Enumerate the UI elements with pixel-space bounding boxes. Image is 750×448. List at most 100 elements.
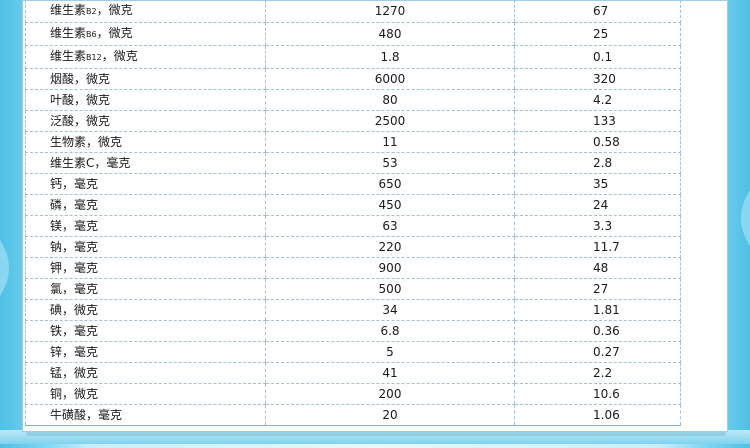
nutrient-name: 叶酸: [50, 93, 75, 107]
nutrient-name: 生物素: [50, 135, 87, 149]
nutrient-unit: ，微克: [62, 366, 99, 380]
nutrient-subscript: B2: [86, 7, 97, 16]
nutrient-name-cell: 磷，毫克: [25, 194, 266, 216]
table-row: 泛酸，微克 2500 133: [25, 110, 681, 132]
nutrient-name: 磷: [50, 198, 63, 212]
table-row: 锌，毫克 5 0.27: [25, 341, 681, 363]
amount-cell: 900: [265, 257, 515, 279]
table-row: 维生素C，毫克 53 2.8: [25, 152, 681, 174]
value-cell: 0.27: [514, 341, 681, 363]
nutrient-unit: ，微克: [62, 387, 99, 401]
bottom-decorative-band: [0, 430, 750, 444]
nutrient-unit: ，毫克: [62, 240, 99, 254]
nutrient-name-cell: 镁，毫克: [25, 215, 266, 237]
nutrient-unit: ，微克: [74, 93, 111, 107]
nutrient-name: 维生素C: [50, 156, 95, 170]
table-row: 叶酸，微克 80 4.2: [25, 89, 681, 111]
left-decorative-wave: [0, 0, 24, 444]
nutrient-name: 烟酸: [50, 72, 75, 86]
amount-cell: 5: [265, 341, 515, 363]
value-cell: 24: [514, 194, 681, 216]
nutrient-unit: ，毫克: [62, 324, 99, 338]
table-row: 氯，毫克 500 27: [25, 278, 681, 300]
table-row: 钙，毫克 650 35: [25, 173, 681, 195]
amount-cell: 500: [265, 278, 515, 300]
amount-cell: 11: [265, 131, 515, 153]
value-cell: 4.2: [514, 89, 681, 111]
nutrient-name-cell: 铜，微克: [25, 383, 266, 405]
nutrient-name-cell: 维生素B2，微克: [25, 0, 266, 23]
nutrient-name-cell: 维生素C，毫克: [25, 152, 266, 174]
nutrient-name-cell: 叶酸，微克: [25, 89, 266, 111]
nutrient-name-cell: 泛酸，微克: [25, 110, 266, 132]
table-row: 钾，毫克 900 48: [25, 257, 681, 279]
value-cell: 0.1: [514, 45, 681, 69]
nutrient-name: 牛磺酸: [50, 408, 87, 422]
nutrient-unit: ，毫克: [62, 198, 99, 212]
value-cell: 0.36: [514, 320, 681, 342]
nutrient-name: 铁: [50, 324, 63, 338]
nutrient-name-cell: 钠，毫克: [25, 236, 266, 258]
nutrient-subscript: B12: [86, 53, 102, 62]
value-cell: 48: [514, 257, 681, 279]
nutrient-unit: ，微克: [86, 135, 123, 149]
nutrient-unit: ，微克: [96, 3, 133, 17]
value-cell: 11.7: [514, 236, 681, 258]
nutrition-table-body: 维生素B2，微克 1270 67 维生素B6，微克 480 25 维生素B12，微克 1.8 0…: [25, 0, 681, 426]
table-row: 钠，毫克 220 11.7: [25, 236, 681, 258]
amount-cell: 200: [265, 383, 515, 405]
table-row: 维生素B6，微克 480 25: [25, 22, 681, 46]
nutrient-name: 锰: [50, 366, 63, 380]
table-row: 碘，微克 34 1.81: [25, 299, 681, 321]
amount-cell: 63: [265, 215, 515, 237]
value-cell: 0.58: [514, 131, 681, 153]
nutrient-name-cell: 锌，毫克: [25, 341, 266, 363]
table-row: 锰，微克 41 2.2: [25, 362, 681, 384]
table-row: 镁，毫克 63 3.3: [25, 215, 681, 237]
value-cell: 133: [514, 110, 681, 132]
nutrient-unit: ，微克: [101, 49, 138, 63]
nutrient-name: 钙: [50, 177, 63, 191]
nutrient-unit: ，微克: [62, 303, 99, 317]
nutrient-name: 维生素: [50, 3, 87, 17]
nutrient-name-cell: 碘，微克: [25, 299, 266, 321]
nutrient-name: 钠: [50, 240, 63, 254]
table-row: 铁，毫克 6.8 0.36: [25, 320, 681, 342]
nutrient-unit: ，微克: [74, 72, 111, 86]
nutrient-name: 泛酸: [50, 114, 75, 128]
right-decorative-wave: [726, 0, 750, 444]
value-cell: 1.06: [514, 404, 681, 426]
table-row: 铜，微克 200 10.6: [25, 383, 681, 405]
nutrient-name-cell: 铁，毫克: [25, 320, 266, 342]
nutrient-name-cell: 烟酸，微克: [25, 68, 266, 90]
amount-cell: 650: [265, 173, 515, 195]
amount-cell: 34: [265, 299, 515, 321]
nutrient-name: 铜: [50, 387, 63, 401]
amount-cell: 480: [265, 22, 515, 46]
nutrient-name-cell: 维生素B12，微克: [25, 45, 266, 69]
amount-cell: 1.8: [265, 45, 515, 69]
amount-cell: 450: [265, 194, 515, 216]
nutrient-name: 氯: [50, 282, 63, 296]
nutrient-unit: ，毫克: [94, 156, 131, 170]
value-cell: 2.8: [514, 152, 681, 174]
nutrient-name-cell: 牛磺酸，毫克: [25, 404, 266, 426]
value-cell: 10.6: [514, 383, 681, 405]
nutrient-name-cell: 钙，毫克: [25, 173, 266, 195]
amount-cell: 53: [265, 152, 515, 174]
nutrient-subscript: B6: [86, 30, 97, 39]
value-cell: 67: [514, 0, 681, 23]
table-row: 磷，毫克 450 24: [25, 194, 681, 216]
value-cell: 1.81: [514, 299, 681, 321]
nutrient-name-cell: 维生素B6，微克: [25, 22, 266, 46]
value-cell: 27: [514, 278, 681, 300]
amount-cell: 1270: [265, 0, 515, 23]
nutrient-name: 镁: [50, 219, 63, 233]
nutrient-name-cell: 氯，毫克: [25, 278, 266, 300]
nutrient-name-cell: 钾，毫克: [25, 257, 266, 279]
amount-cell: 2500: [265, 110, 515, 132]
amount-cell: 41: [265, 362, 515, 384]
nutrient-name: 维生素: [50, 49, 87, 63]
nutrient-unit: ，毫克: [62, 261, 99, 275]
amount-cell: 220: [265, 236, 515, 258]
